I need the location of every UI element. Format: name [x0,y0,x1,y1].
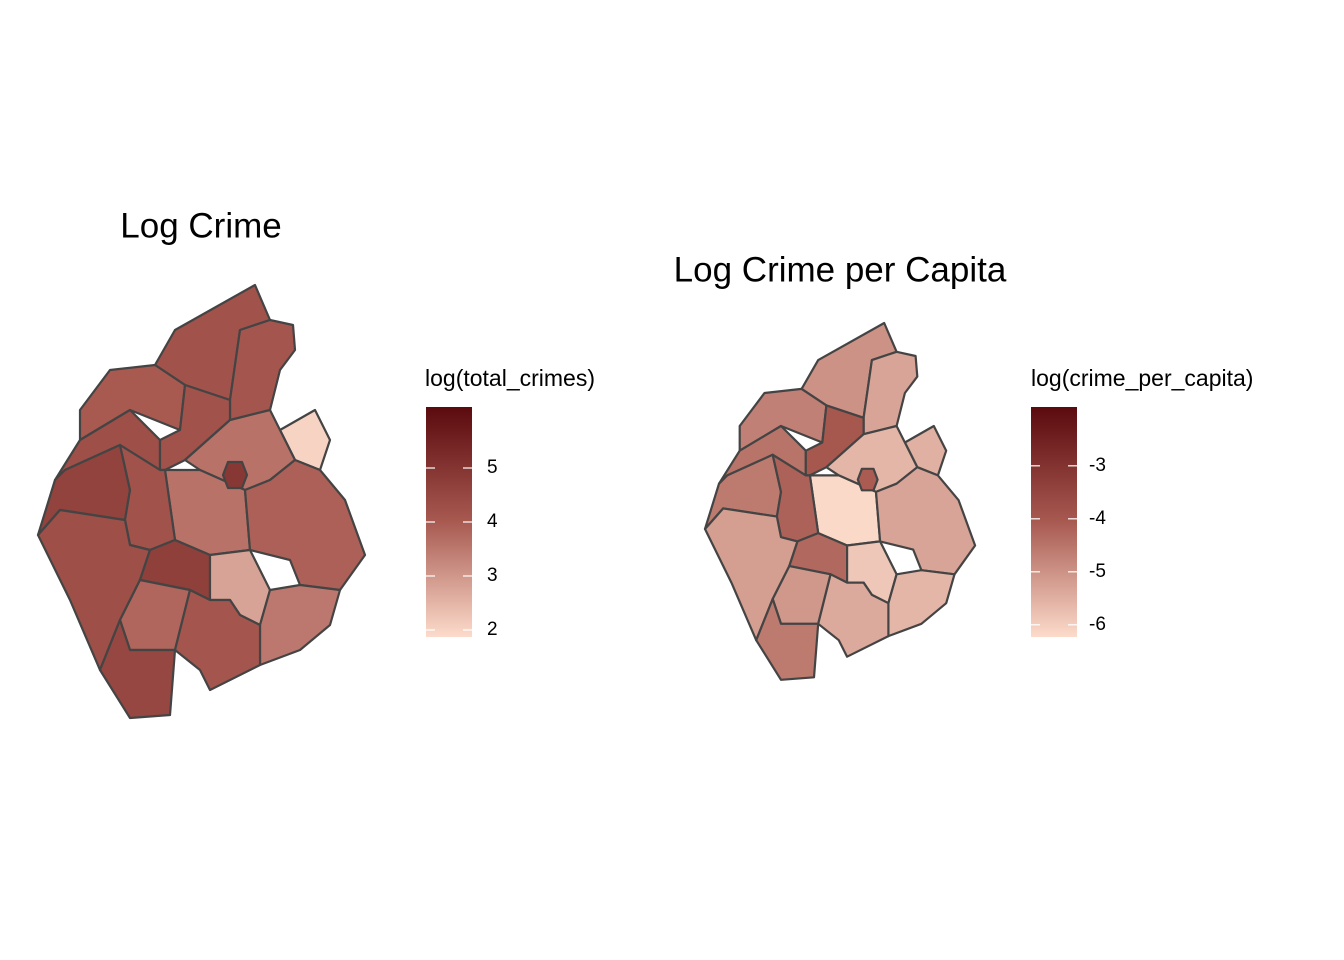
colorbar [1031,407,1077,637]
region [862,350,919,436]
region [856,467,879,492]
region [738,387,828,452]
region [817,573,890,658]
region [228,318,297,422]
colorbar-tick-label: 3 [487,565,498,586]
legend-title: log(total_crimes) [425,365,595,391]
region [98,618,177,720]
region [874,466,977,576]
region [221,460,249,490]
region [173,588,262,692]
map-title: Log Crime per Capita [674,250,1007,289]
colorbar-tick-label: 4 [487,511,498,532]
legend-title: log(crime_per_capita) [1031,365,1253,391]
region [243,458,367,592]
region [755,597,820,681]
colorbar-tick-label: -3 [1089,455,1106,476]
map-title: Log Crime [120,206,281,245]
colorbar-tick-label: -5 [1089,561,1106,582]
colorbar-tick-label: -4 [1089,508,1106,529]
colorbar-tick-label: -6 [1089,614,1106,635]
colorbar-tick-label: 2 [487,619,498,640]
region [258,583,342,667]
colorbar-tick-label: 5 [487,457,498,478]
region [78,363,187,442]
region [887,569,956,638]
